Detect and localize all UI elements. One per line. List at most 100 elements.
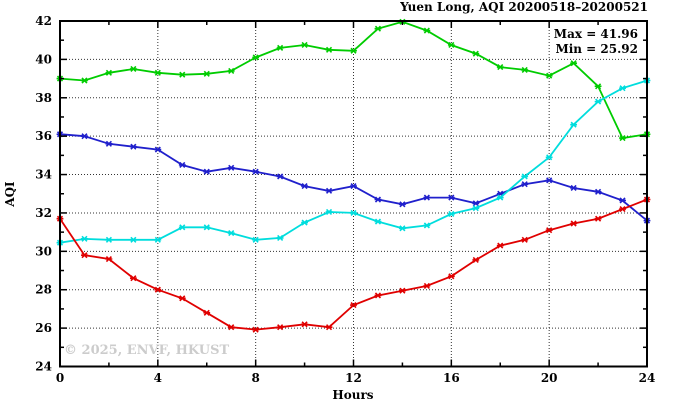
green-series-marker: [227, 67, 235, 74]
cyan-series-marker: [472, 205, 480, 212]
data-series: [56, 18, 651, 333]
cyan-series-marker: [178, 224, 186, 231]
red-series-marker: [399, 287, 406, 294]
green-series: [56, 18, 651, 142]
green-series-marker: [545, 72, 553, 79]
cyan-series-marker: [105, 236, 113, 243]
cyan-series-marker: [350, 209, 357, 217]
green-series-marker: [154, 69, 162, 76]
green-series-marker: [350, 47, 357, 54]
cyan-series-marker: [619, 85, 626, 92]
chart-title: Yuen Long, AQI 20200518–20200521: [399, 0, 648, 14]
blue-series-marker: [301, 183, 308, 190]
cyan-series-marker: [423, 222, 431, 229]
green-series-marker: [472, 50, 480, 57]
watermark: © 2025, ENVF, HKUST: [64, 343, 229, 358]
y-tick-label: 40: [35, 52, 52, 66]
red-series-marker: [105, 255, 113, 263]
blue-series-marker: [105, 140, 113, 147]
red-series-marker: [350, 302, 357, 309]
red-series-marker: [129, 275, 137, 282]
cyan-series-marker: [129, 236, 137, 243]
cyan-series-marker: [301, 219, 308, 226]
blue-series-marker: [325, 187, 333, 194]
x-tick-label: 16: [443, 371, 460, 385]
green-series-marker: [81, 77, 88, 84]
max-annotation: Max = 41.96: [554, 27, 638, 41]
red-series-marker: [203, 309, 211, 316]
green-series-marker: [521, 66, 529, 74]
blue-series-marker: [227, 164, 235, 171]
y-tick-label: 24: [35, 360, 52, 374]
cyan-series-marker: [447, 210, 455, 217]
red-series-marker: [81, 252, 88, 259]
y-tick-label: 28: [35, 283, 52, 297]
x-tick-label: 24: [639, 371, 656, 385]
y-tick-label: 42: [35, 14, 52, 28]
green-series-marker: [447, 41, 455, 49]
x-tick-label: 0: [56, 371, 64, 385]
y-tick-label: 36: [35, 129, 52, 143]
green-series-marker: [325, 46, 333, 53]
y-tick-label: 26: [35, 321, 52, 335]
cyan-series-marker: [154, 236, 162, 243]
green-series-marker: [570, 60, 578, 67]
y-tick-label: 34: [35, 168, 52, 182]
red-series-marker: [276, 324, 284, 331]
y-tick-label: 38: [35, 91, 52, 105]
red-series-marker: [472, 256, 480, 264]
cyan-series-marker: [521, 173, 529, 180]
red-series-marker: [178, 295, 186, 302]
red-series-marker: [570, 220, 578, 227]
cyan-series-marker: [81, 235, 88, 242]
cyan-series-marker: [399, 225, 406, 232]
red-series-marker: [154, 286, 162, 293]
blue-series-marker: [472, 200, 480, 207]
axis-tick-labels: 0 4 8 12 16 20 24 24 26 28 30 32 34 36 38 40 42: [35, 14, 655, 385]
red-series-marker: [252, 326, 260, 333]
blue-series-marker: [203, 168, 211, 175]
cyan-series-marker: [594, 98, 602, 105]
blue-series-marker: [594, 188, 602, 195]
blue-series-marker: [154, 146, 162, 153]
cyan-series-marker: [252, 236, 260, 243]
red-series-marker: [447, 273, 455, 280]
red-series-marker: [227, 324, 235, 331]
blue-series-marker: [252, 168, 260, 175]
x-tick-label: 8: [251, 371, 259, 385]
green-series-marker: [301, 41, 308, 49]
blue-series-marker: [129, 143, 137, 150]
red-series-marker: [374, 292, 382, 299]
cyan-series-marker: [325, 208, 333, 216]
cyan-series-marker: [374, 218, 382, 225]
green-series-marker: [594, 83, 602, 90]
red-series-marker: [496, 242, 504, 249]
green-series-marker: [129, 65, 137, 73]
red-series: [56, 196, 651, 333]
blue-series-marker: [521, 181, 529, 188]
red-series-marker: [301, 321, 308, 328]
blue-series-marker: [447, 194, 455, 201]
cyan-series-marker: [545, 154, 553, 161]
red-series-marker: [545, 227, 553, 234]
blue-series-marker: [570, 184, 578, 192]
blue-series-marker: [178, 161, 186, 169]
y-tick-label: 30: [35, 244, 52, 258]
green-series-marker: [203, 70, 211, 77]
red-series-marker: [325, 324, 333, 331]
red-series-marker: [594, 215, 602, 222]
cyan-series-marker: [496, 194, 504, 201]
blue-series-marker: [619, 197, 626, 204]
green-series-marker: [619, 135, 626, 142]
cyan-series-marker: [227, 230, 235, 237]
blue-series-marker: [276, 173, 284, 180]
cyan-series-marker: [570, 121, 578, 128]
blue-series-marker: [545, 177, 553, 184]
min-annotation: Min = 25.92: [555, 42, 638, 56]
gridlines: [60, 21, 647, 367]
plot-border: [59, 20, 648, 368]
x-tick-label: 12: [345, 371, 362, 385]
green-series-marker: [276, 44, 284, 51]
